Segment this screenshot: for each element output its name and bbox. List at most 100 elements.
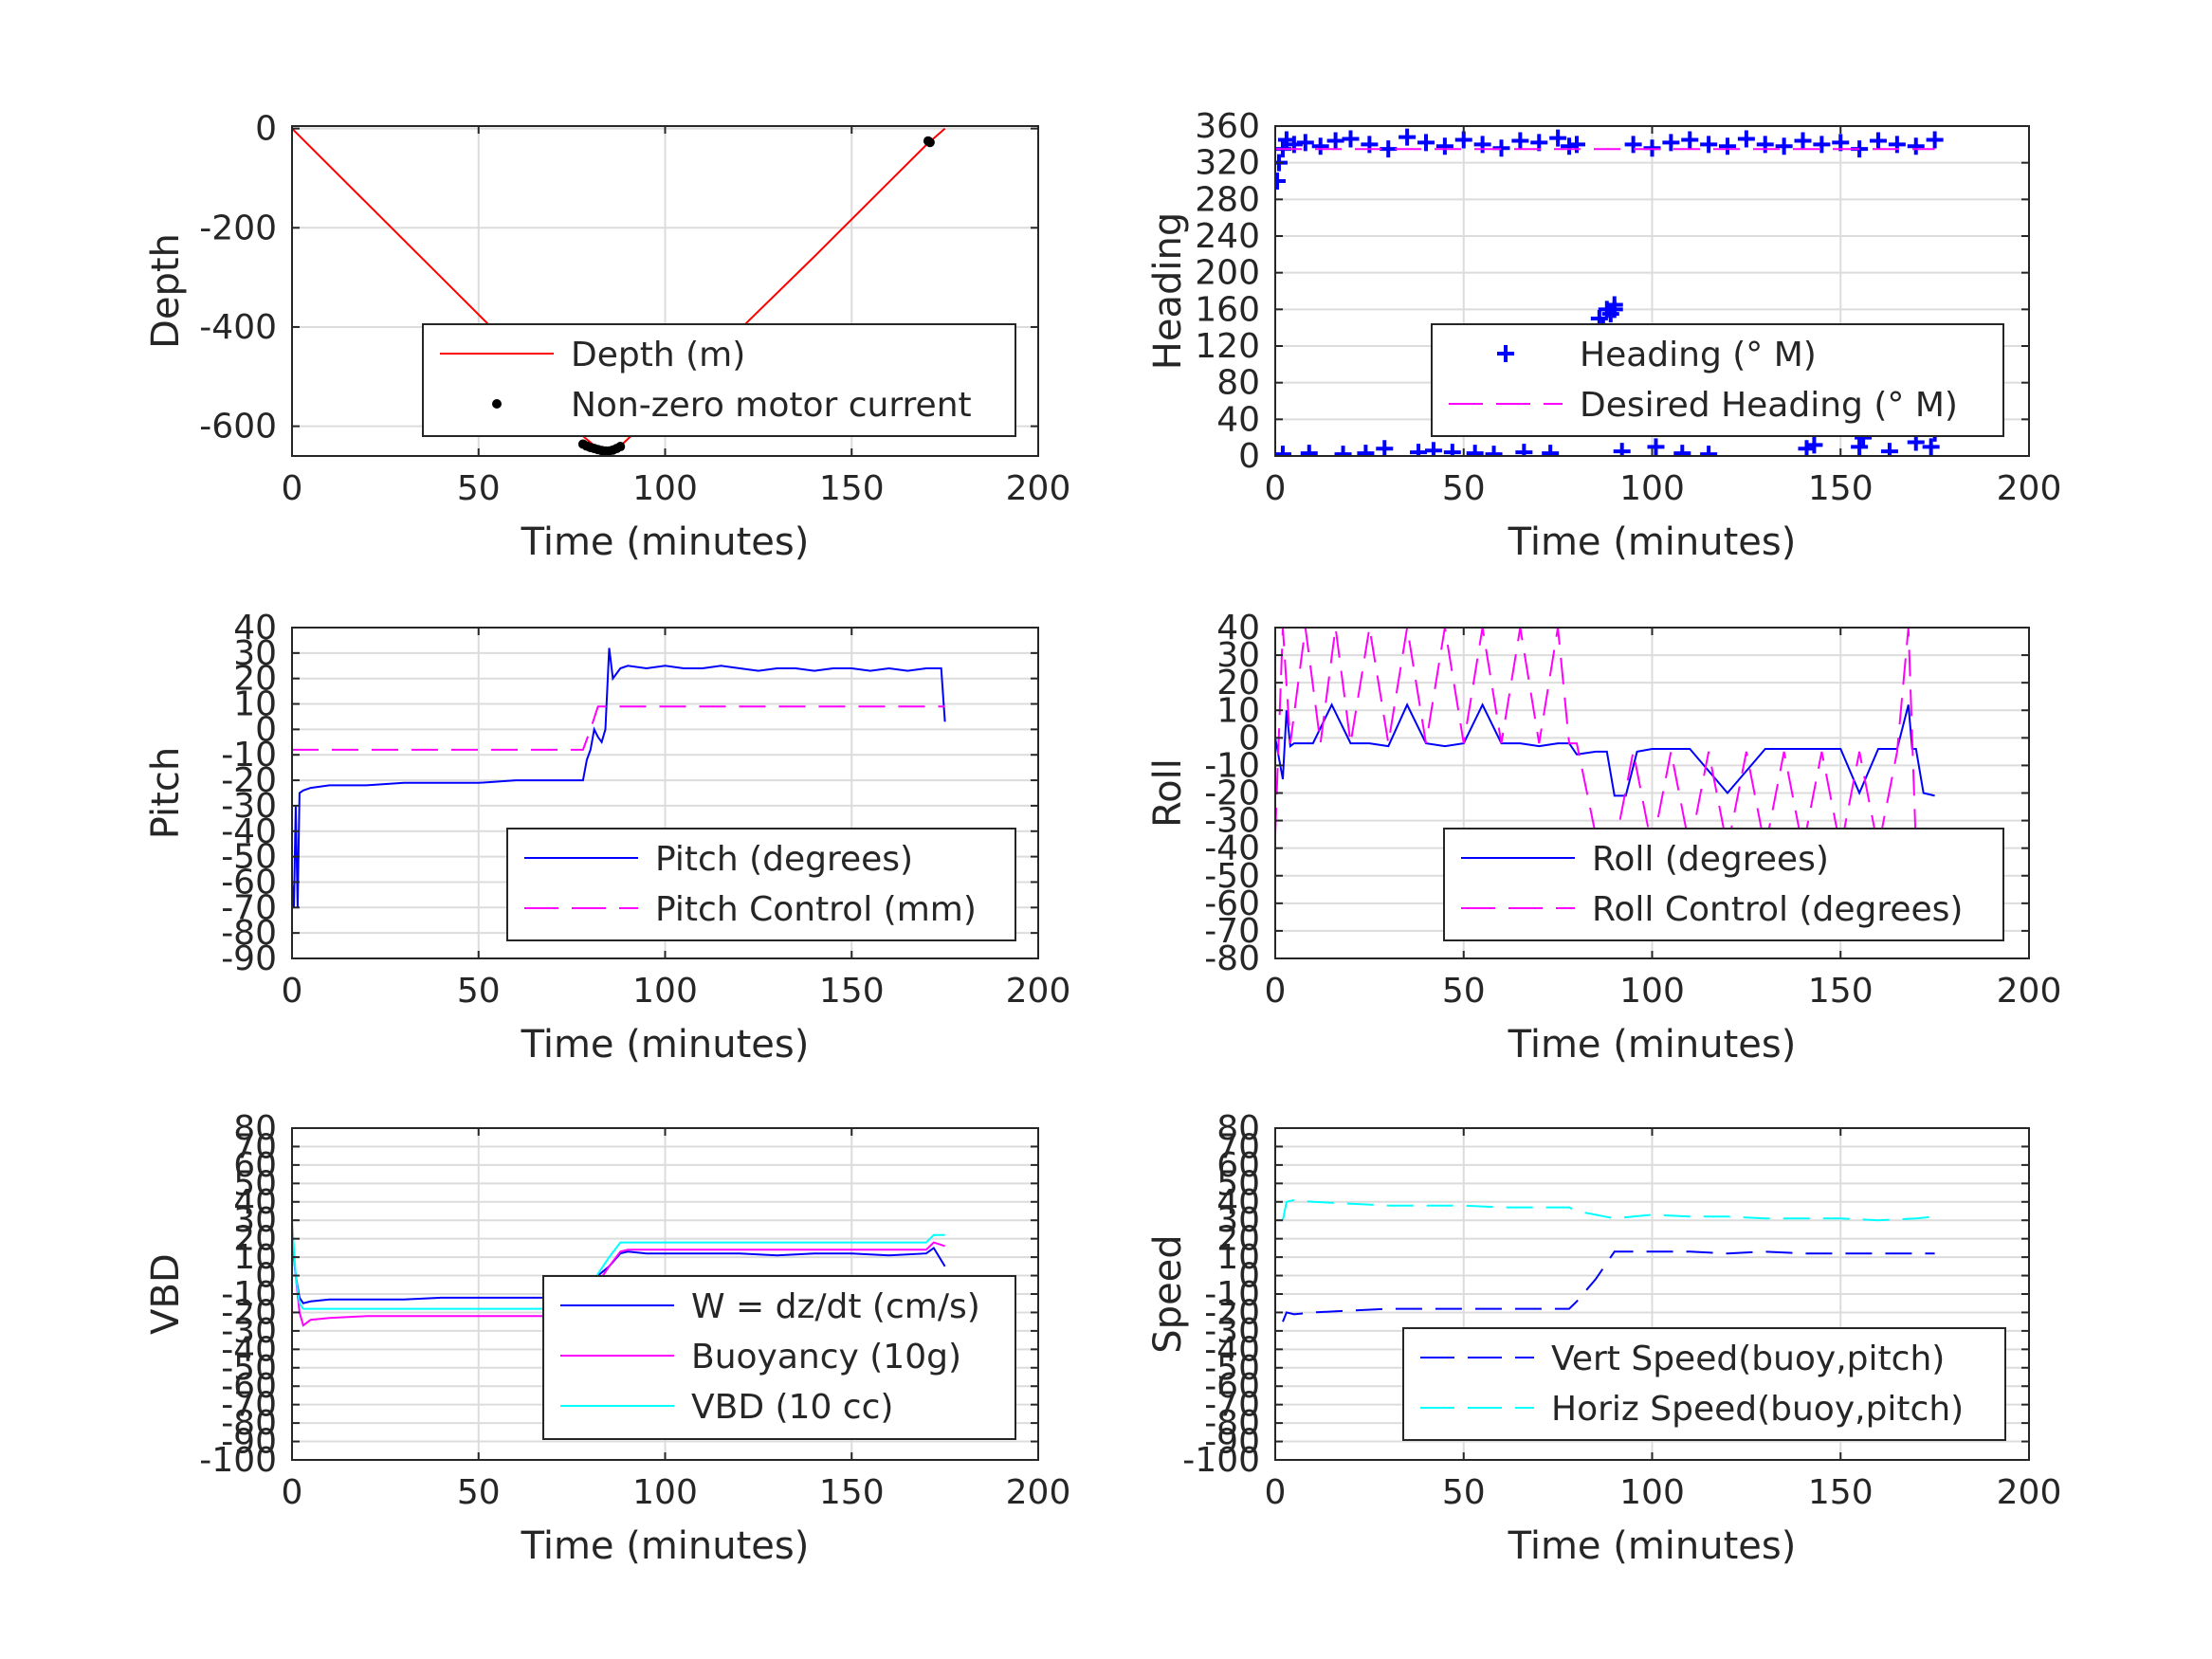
vbd-x-axis-label: Time (minutes) xyxy=(521,1524,810,1568)
legend-entry-label: Buoyancy (10g) xyxy=(691,1338,961,1376)
data-point xyxy=(1805,436,1823,454)
data-point xyxy=(1380,140,1398,158)
data-point xyxy=(1296,134,1314,152)
depth-plot-area xyxy=(292,127,946,456)
pitch-y-axis-label: Pitch xyxy=(144,747,188,839)
pitch-x-axis-label: Time (minutes) xyxy=(521,1023,810,1066)
data-point xyxy=(1888,136,1906,154)
y-tick-label: -50 xyxy=(1204,1349,1260,1388)
y-tick-label: -80 xyxy=(1204,939,1260,978)
data-point xyxy=(1485,446,1503,456)
data-point xyxy=(1775,137,1793,155)
legend-box xyxy=(422,323,1016,437)
legend-box xyxy=(1402,1327,2006,1441)
x-tick-label: 0 xyxy=(282,469,303,508)
y-tick-label: -60 xyxy=(221,863,277,902)
y-tick-label: 30 xyxy=(233,634,277,673)
data-point xyxy=(1424,442,1442,456)
data-point xyxy=(1549,129,1567,147)
depth-x-axis-label: Time (minutes) xyxy=(521,520,810,564)
speed-x-axis-label: Time (minutes) xyxy=(1508,1524,1797,1568)
y-tick-label: 10 xyxy=(233,685,277,724)
legend-entry-label: Pitch Control (mm) xyxy=(655,890,977,929)
y-tick-label: -10 xyxy=(221,1275,277,1314)
legend-entry-label: Roll (degrees) xyxy=(1592,840,1829,879)
y-tick-label: 40 xyxy=(233,609,277,647)
y-tick-label: 0 xyxy=(1238,437,1260,476)
y-tick-label: 0 xyxy=(1238,1257,1260,1296)
data-point xyxy=(1275,173,1286,190)
vbd-axes: 0 50 100 150 20080706050403020100-10-20-30-4… xyxy=(144,1109,1070,1568)
y-tick-label: 20 xyxy=(1216,664,1260,702)
data-point xyxy=(1410,444,1428,456)
x-tick-label: 150 xyxy=(1808,972,1874,1011)
speed-series-1-line xyxy=(1282,1198,1935,1222)
data-point xyxy=(1511,132,1529,150)
roll-x-axis-label: Time (minutes) xyxy=(1508,1023,1797,1066)
x-tick-label: 150 xyxy=(1808,1473,1874,1512)
legend-marker xyxy=(1497,345,1514,362)
y-tick-label: -10 xyxy=(1204,746,1260,785)
y-tick-label: 120 xyxy=(1195,327,1260,366)
x-tick-label: 100 xyxy=(632,469,698,508)
legend-entry-label: Depth (m) xyxy=(571,336,745,374)
x-tick-label: 0 xyxy=(282,972,303,1011)
data-point xyxy=(1737,130,1755,148)
x-tick-label: 100 xyxy=(1619,469,1685,508)
legend-entry-label: Non-zero motor current xyxy=(571,386,972,425)
y-tick-label: 200 xyxy=(1195,254,1260,293)
y-tick-label: -90 xyxy=(1204,1423,1260,1462)
heading-x-axis-label: Time (minutes) xyxy=(1508,520,1797,564)
speed-legend: Vert Speed(buoy,pitch) Horiz Speed(buoy,p… xyxy=(1402,1327,2006,1441)
data-point xyxy=(1568,136,1585,154)
x-tick-label: 200 xyxy=(1997,1473,2062,1512)
y-tick-label: -200 xyxy=(199,209,277,247)
y-tick-label: 0 xyxy=(255,1257,277,1296)
x-tick-label: 50 xyxy=(457,469,501,508)
data-point xyxy=(1300,445,1318,456)
x-tick-label: 50 xyxy=(457,972,501,1011)
y-tick-label: -30 xyxy=(1204,802,1260,841)
y-tick-label: -70 xyxy=(1204,912,1260,951)
pitch-axes: 0 50 100 150 200403020100-10-20-30-40-50-60-… xyxy=(144,609,1070,1066)
vbd-legend: W = dz/dt (cm/s) Buoyancy (10g) VBD (10 cc… xyxy=(542,1275,1016,1440)
y-tick-label: -80 xyxy=(221,1404,277,1443)
roll-axes: 0 50 100 150 200403020100-10-20-30-40-50-60-… xyxy=(1146,609,2061,1066)
y-tick-label: 10 xyxy=(233,1238,277,1277)
pitch-plot-area xyxy=(292,647,946,908)
data-point xyxy=(1700,446,1718,456)
y-tick-label: -50 xyxy=(221,1349,277,1388)
y-tick-label: -400 xyxy=(199,308,277,347)
data-point xyxy=(924,137,935,148)
y-tick-label: 40 xyxy=(1216,1183,1260,1222)
data-point xyxy=(1466,445,1484,456)
data-point xyxy=(615,442,626,452)
legend-entry-label: Pitch (degrees) xyxy=(655,840,913,879)
legend-box xyxy=(542,1275,1016,1440)
data-point xyxy=(1435,137,1453,155)
y-tick-label: 20 xyxy=(1216,1220,1260,1259)
y-tick-label: 80 xyxy=(233,1109,277,1148)
y-tick-label: 0 xyxy=(1238,719,1260,757)
y-tick-label: -20 xyxy=(221,761,277,800)
y-tick-label: 60 xyxy=(1216,1146,1260,1185)
x-tick-label: 200 xyxy=(1997,469,2062,508)
data-point xyxy=(1357,445,1375,456)
x-tick-label: 0 xyxy=(1265,1473,1287,1512)
depth-series-1 xyxy=(577,136,935,456)
y-tick-label: -40 xyxy=(1204,1330,1260,1369)
y-tick-label: 70 xyxy=(1216,1127,1260,1166)
depth-y-axis-label: Depth xyxy=(144,233,188,349)
data-point xyxy=(1342,130,1360,148)
data-point xyxy=(1756,136,1774,154)
data-point xyxy=(1605,301,1623,319)
x-tick-label: 150 xyxy=(819,972,885,1011)
data-point xyxy=(1851,438,1869,456)
x-tick-label: 150 xyxy=(1808,469,1874,508)
y-tick-label: -90 xyxy=(221,1423,277,1462)
x-tick-label: 50 xyxy=(1442,972,1486,1011)
data-point xyxy=(1515,444,1533,456)
pitch-legend: Pitch (degrees) Pitch Control (mm) xyxy=(506,828,1016,941)
roll-plot-area xyxy=(1275,628,1935,850)
